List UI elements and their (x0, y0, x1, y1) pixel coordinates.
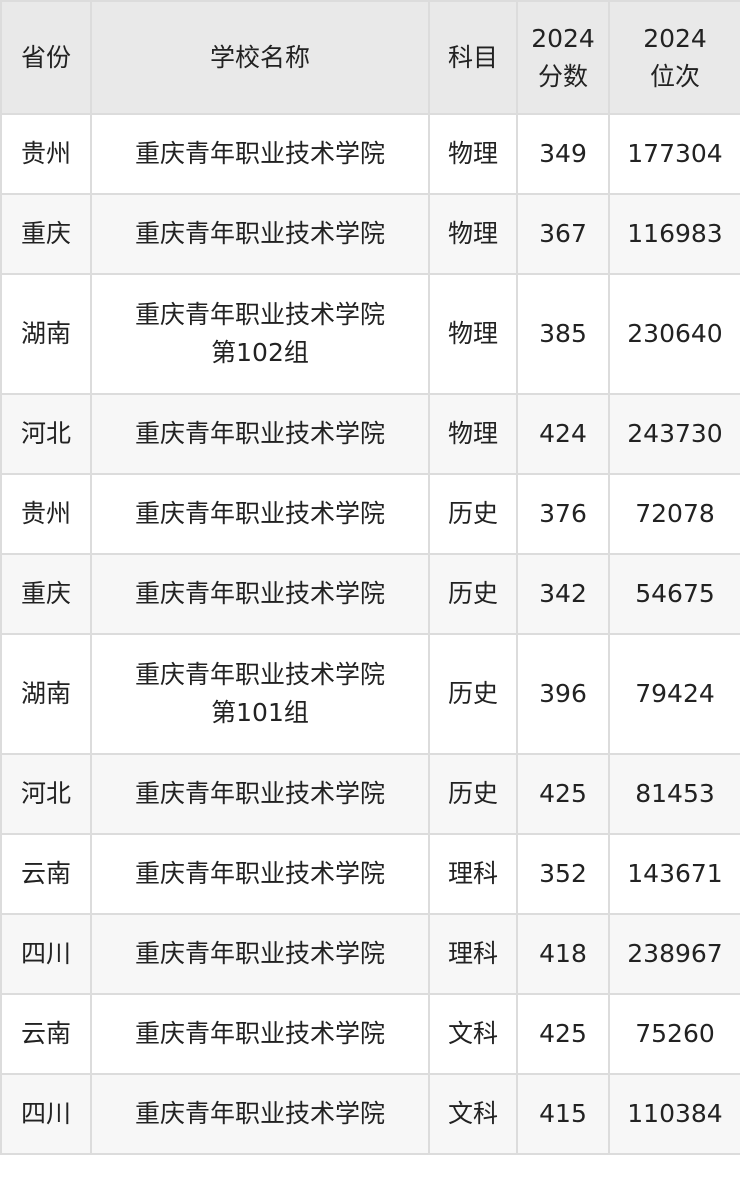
cell-province: 贵州 (0, 473, 92, 555)
cell-score: 342 (516, 553, 610, 635)
cell-rank: 81453 (608, 753, 740, 835)
school-name: 重庆青年职业技术学院 (134, 499, 385, 528)
cell-subject: 历史 (428, 633, 518, 755)
cell-school: 重庆青年职业技术学院 第102组 (90, 273, 430, 395)
cell-subject: 文科 (428, 1073, 518, 1155)
table-row: 四川 重庆青年职业技术学院 文科 415 110384 (0, 1073, 740, 1155)
table-row: 云南 重庆青年职业技术学院 文科 425 75260 (0, 993, 740, 1075)
cell-score: 376 (516, 473, 610, 555)
cell-subject: 历史 (428, 553, 518, 635)
table-row: 河北 重庆青年职业技术学院 物理 424 243730 (0, 393, 740, 475)
header-rank-label: 位次 (649, 61, 700, 91)
cell-rank: 238967 (608, 913, 740, 995)
header-rank-year: 2024 (643, 23, 707, 53)
school-name: 重庆青年职业技术学院 (134, 779, 385, 808)
cell-school: 重庆青年职业技术学院 (90, 993, 430, 1075)
header-rank: 2024 位次 (608, 0, 740, 115)
cell-school: 重庆青年职业技术学院 (90, 193, 430, 275)
table-row: 贵州 重庆青年职业技术学院 物理 349 177304 (0, 113, 740, 195)
school-name: 重庆青年职业技术学院 (134, 139, 385, 168)
cell-subject: 物理 (428, 393, 518, 475)
school-name: 重庆青年职业技术学院 (134, 579, 385, 608)
cell-province: 河北 (0, 393, 92, 475)
cell-score: 418 (516, 913, 610, 995)
cell-score: 352 (516, 833, 610, 915)
school-name: 重庆青年职业技术学院 (134, 660, 385, 689)
school-name: 重庆青年职业技术学院 (134, 300, 385, 329)
cell-score: 424 (516, 393, 610, 475)
school-name: 重庆青年职业技术学院 (134, 1019, 385, 1048)
header-school: 学校名称 (90, 0, 430, 115)
cell-subject: 历史 (428, 473, 518, 555)
cell-province: 湖南 (0, 633, 92, 755)
cell-rank: 110384 (608, 1073, 740, 1155)
header-row: 省份 学校名称 科目 2024 分数 2024 位次 (0, 0, 740, 115)
cell-subject: 理科 (428, 913, 518, 995)
table-row: 河北 重庆青年职业技术学院 历史 425 81453 (0, 753, 740, 835)
cell-province: 四川 (0, 1073, 92, 1155)
admission-score-table: 省份 学校名称 科目 2024 分数 2024 位次 贵州 重庆青年职业技术学院 物理 3… (0, 0, 740, 1155)
cell-subject: 物理 (428, 193, 518, 275)
cell-school: 重庆青年职业技术学院 (90, 1073, 430, 1155)
cell-school: 重庆青年职业技术学院 (90, 753, 430, 835)
cell-rank: 143671 (608, 833, 740, 915)
table-row: 贵州 重庆青年职业技术学院 历史 376 72078 (0, 473, 740, 555)
cell-province: 重庆 (0, 193, 92, 275)
cell-subject: 历史 (428, 753, 518, 835)
cell-school: 重庆青年职业技术学院 (90, 393, 430, 475)
cell-school: 重庆青年职业技术学院 (90, 833, 430, 915)
table-row: 湖南 重庆青年职业技术学院 第101组 历史 396 79424 (0, 633, 740, 755)
cell-school: 重庆青年职业技术学院 (90, 473, 430, 555)
cell-score: 425 (516, 753, 610, 835)
cell-rank: 116983 (608, 193, 740, 275)
cell-province: 重庆 (0, 553, 92, 635)
table-row: 云南 重庆青年职业技术学院 理科 352 143671 (0, 833, 740, 915)
table-row: 湖南 重庆青年职业技术学院 第102组 物理 385 230640 (0, 273, 740, 395)
cell-province: 云南 (0, 993, 92, 1075)
cell-subject: 理科 (428, 833, 518, 915)
cell-school: 重庆青年职业技术学院 (90, 113, 430, 195)
cell-subject: 物理 (428, 113, 518, 195)
school-name: 重庆青年职业技术学院 (134, 1099, 385, 1128)
table-row: 四川 重庆青年职业技术学院 理科 418 238967 (0, 913, 740, 995)
header-province: 省份 (0, 0, 92, 115)
cell-score: 349 (516, 113, 610, 195)
school-name: 重庆青年职业技术学院 (134, 939, 385, 968)
table-body: 贵州 重庆青年职业技术学院 物理 349 177304 重庆 重庆青年职业技术学院 物理 367… (0, 113, 740, 1155)
school-name: 重庆青年职业技术学院 (134, 219, 385, 248)
cell-province: 云南 (0, 833, 92, 915)
table-row: 重庆 重庆青年职业技术学院 物理 367 116983 (0, 193, 740, 275)
cell-province: 河北 (0, 753, 92, 835)
cell-subject: 文科 (428, 993, 518, 1075)
cell-province: 湖南 (0, 273, 92, 395)
cell-rank: 230640 (608, 273, 740, 395)
header-score: 2024 分数 (516, 0, 610, 115)
cell-subject: 物理 (428, 273, 518, 395)
cell-rank: 54675 (608, 553, 740, 635)
cell-school: 重庆青年职业技术学院 (90, 553, 430, 635)
cell-rank: 75260 (608, 993, 740, 1075)
header-subject: 科目 (428, 0, 518, 115)
school-name: 重庆青年职业技术学院 (134, 859, 385, 888)
cell-school: 重庆青年职业技术学院 第101组 (90, 633, 430, 755)
cell-rank: 177304 (608, 113, 740, 195)
cell-school: 重庆青年职业技术学院 (90, 913, 430, 995)
cell-province: 四川 (0, 913, 92, 995)
header-score-label: 分数 (537, 61, 588, 91)
cell-rank: 72078 (608, 473, 740, 555)
cell-province: 贵州 (0, 113, 92, 195)
cell-score: 425 (516, 993, 610, 1075)
school-group: 第102组 (211, 338, 309, 367)
school-group: 第101组 (211, 698, 309, 727)
cell-rank: 243730 (608, 393, 740, 475)
cell-score: 415 (516, 1073, 610, 1155)
cell-score: 367 (516, 193, 610, 275)
header-score-year: 2024 (531, 23, 595, 53)
cell-score: 385 (516, 273, 610, 395)
table-row: 重庆 重庆青年职业技术学院 历史 342 54675 (0, 553, 740, 635)
cell-score: 396 (516, 633, 610, 755)
school-name: 重庆青年职业技术学院 (134, 419, 385, 448)
cell-rank: 79424 (608, 633, 740, 755)
